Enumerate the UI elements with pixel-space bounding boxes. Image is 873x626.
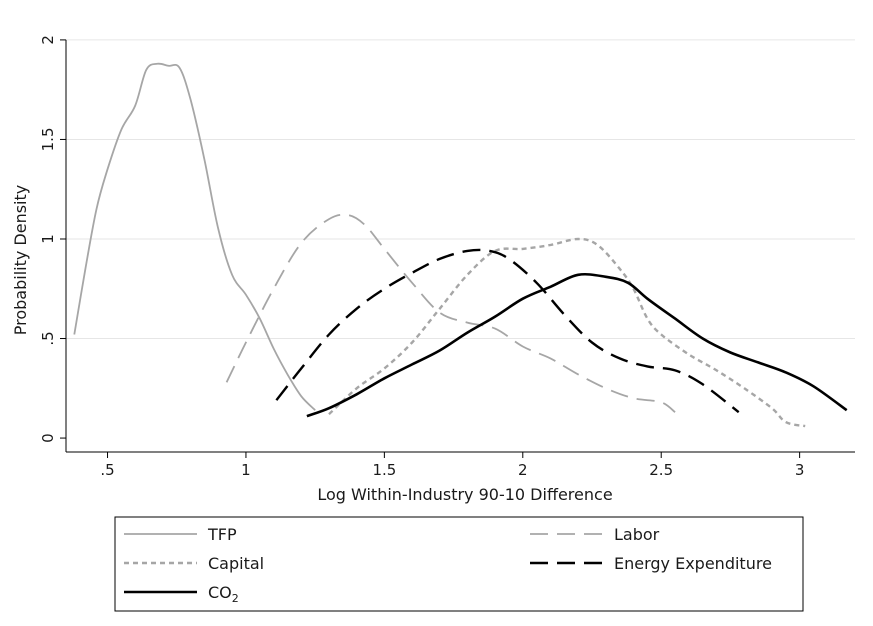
series-line-co2 — [306, 272, 848, 418]
y-tick-label: 1.5 — [39, 128, 57, 152]
axes: 0.511.52.5 1 1.5 2 2.5 3 — [39, 35, 855, 479]
legend-box — [114, 516, 804, 612]
y-tick-label: .5 — [39, 331, 57, 345]
legend-label-tfp: TFP — [207, 525, 237, 544]
x-axis-label: Log Within-Industry 90-10 Difference — [317, 485, 612, 504]
x-tick-label: 3 — [795, 461, 805, 479]
y-axis-label: Probability Density — [11, 185, 30, 336]
series-lines — [73, 62, 848, 428]
y-tick-label: 2 — [39, 35, 57, 45]
y-tick-label: 0 — [39, 433, 57, 443]
series-line-energy-expenditure — [275, 248, 740, 414]
legend-label-co2: CO2 — [208, 583, 239, 605]
x-tick-label: .5 — [100, 461, 114, 479]
legend-label-energy-expenditure: Energy Expenditure — [614, 554, 772, 573]
x-tick-label: 1.5 — [372, 461, 396, 479]
gridlines — [66, 39, 855, 340]
legend-label-labor: Labor — [614, 525, 660, 544]
legend: TFP Labor Capital Energy Expenditure CO2 — [124, 525, 772, 605]
legend-label-capital: Capital — [208, 554, 264, 573]
y-tick-label: 1 — [39, 234, 57, 244]
series-line-tfp — [73, 62, 316, 411]
x-tick-label: 1 — [241, 461, 251, 479]
x-tick-label: 2.5 — [649, 461, 673, 479]
x-tick-label: 2 — [518, 461, 528, 479]
